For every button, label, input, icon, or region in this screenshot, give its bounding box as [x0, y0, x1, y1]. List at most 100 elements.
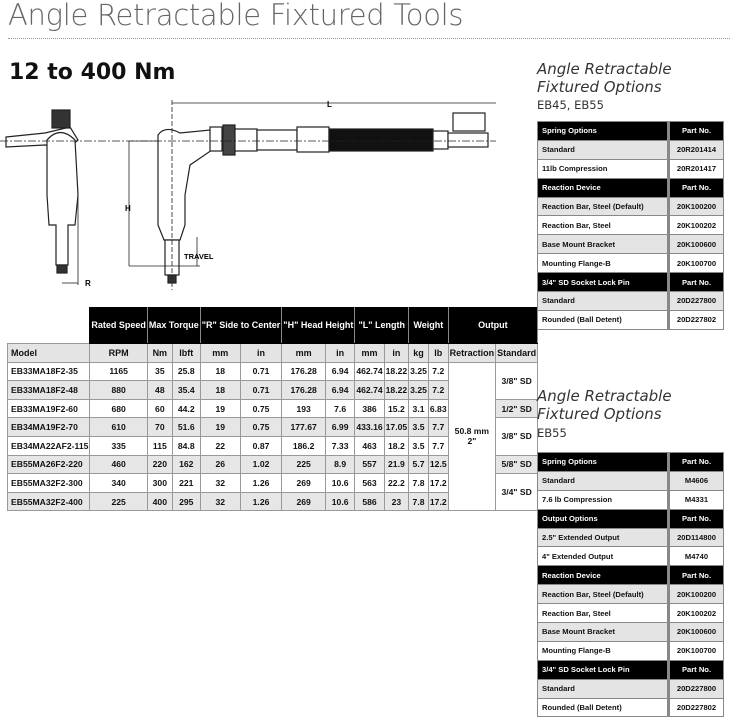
value-cell: 32 [199, 473, 241, 493]
value-cell: 51.6 [171, 417, 201, 437]
value-cell: 3.1 [408, 398, 429, 419]
value-cell: 22.2 [383, 473, 410, 493]
value-cell: 6.94 [324, 380, 356, 400]
options-section-header: Output Options Part No. [537, 508, 724, 529]
option-row: Reaction Bar, Steel 20K100202 [537, 603, 724, 624]
value-cell: 8.9 [324, 454, 356, 475]
torque-range-heading: 12 to 400 Nm [9, 60, 176, 85]
value-cell: 269 [281, 491, 326, 512]
value-cell: 177.67 [281, 417, 326, 437]
table-row: EB55MA32F2-400 225 400 295 32 1.26 269 10.6 586 2… [6, 491, 538, 512]
value-cell: 7.8 [408, 473, 429, 493]
part-number-header: Part No. [667, 272, 724, 293]
part-number: 20K100200 [667, 584, 724, 605]
value-cell: 176.28 [281, 380, 326, 400]
value-cell: 0.75 [239, 417, 283, 437]
part-number: 20D227802 [667, 697, 724, 718]
value-cell: 0.87 [239, 435, 283, 456]
model-cell: EB34MA22AF2-115 [6, 435, 91, 456]
value-cell: 48 [146, 380, 173, 400]
value-cell: 6.99 [324, 417, 356, 437]
option-name: Reaction Bar, Steel (Default) [537, 584, 669, 605]
table-row: EB33MA18F2-48 880 48 35.4 18 0.71 176.28 6.94 46… [6, 380, 538, 400]
value-cell: 557 [354, 454, 385, 475]
value-cell: 340 [89, 473, 148, 493]
output-standard-cell: 3/8" SD [495, 417, 539, 456]
column-header: lbft [171, 343, 201, 363]
value-cell: 680 [89, 398, 148, 419]
value-cell: 400 [146, 491, 173, 512]
value-cell: 220 [146, 454, 173, 475]
value-cell: 6.94 [324, 361, 356, 382]
part-number-header: Part No. [667, 565, 724, 586]
column-header: in [383, 343, 410, 363]
column-header: in [239, 343, 283, 363]
specifications-table: Rated Speed Max Torque "R" Side to Center "… [6, 307, 539, 512]
options-section-header: Spring Options Part No. [537, 452, 724, 472]
group-header: Rated Speed [89, 307, 148, 344]
option-row: 4" Extended Output M4740 [537, 546, 724, 567]
part-number-header: Part No. [667, 452, 724, 472]
option-name: Base Mount Bracket [537, 234, 669, 255]
value-cell: 15.2 [383, 398, 410, 419]
value-cell: 26 [199, 454, 241, 475]
value-cell: 17.05 [383, 417, 410, 437]
options-title-2: Angle Retractable Fixtured Options [537, 387, 672, 423]
model-cell: EB55MA32F2-400 [6, 491, 91, 512]
column-header-row: Model RPM Nm lbft mm in mm in mm in kg lb Retraction… [6, 343, 539, 363]
group-header: "L" Length [354, 307, 410, 344]
option-name: Rounded (Ball Detent) [537, 697, 669, 718]
option-row: Base Mount Bracket 20K100600 [537, 234, 724, 255]
part-number-header: Part No. [667, 121, 724, 141]
value-cell: 17.2 [427, 473, 449, 493]
option-row: Base Mount Bracket 20K100600 [537, 622, 724, 642]
section-title: 3/4" SD Socket Lock Pin [537, 272, 669, 293]
value-cell: 7.6 [324, 398, 356, 419]
value-cell: 1.26 [239, 491, 283, 512]
value-cell: 193 [281, 398, 326, 419]
group-header: "H" Head Height [281, 307, 356, 344]
value-cell: 22 [199, 435, 241, 456]
table-row: EB55MA32F2-300 340 300 221 32 1.26 269 10.6 563 2… [6, 473, 539, 512]
model-cell: EB34MA19F2-70 [6, 417, 91, 437]
column-header: RPM [89, 343, 148, 363]
table-row: EB33MA18F2-35 1165 35 25.8 18 0.71 176.28 6.94 4… [6, 361, 539, 512]
value-cell: 18.2 [383, 435, 410, 456]
value-cell: 3.5 [408, 417, 429, 437]
value-cell: 44.2 [171, 398, 201, 419]
value-cell: 3.25 [408, 361, 429, 382]
part-number: 20D227800 [667, 678, 724, 699]
value-cell: 0.75 [239, 398, 283, 419]
part-number: 20D227802 [667, 309, 724, 330]
option-name: Standard [537, 139, 669, 160]
part-number: M4606 [667, 470, 724, 491]
option-row: Reaction Bar, Steel 20K100202 [537, 215, 724, 236]
part-number: M4331 [667, 489, 724, 510]
column-header: mm [199, 343, 241, 363]
value-cell: 18.22 [383, 380, 410, 400]
options-title-1: Angle Retractable Fixtured Options [537, 60, 672, 96]
value-cell: 3.25 [408, 380, 429, 400]
part-number-header: Part No. [667, 508, 724, 529]
retraction-mm: 50.8 mm [454, 426, 490, 437]
value-cell: 7.33 [324, 435, 356, 456]
retraction-cell: 50.8 mm 2" [447, 361, 497, 512]
tool-dimension-diagram: L H R TRAVEL [0, 100, 496, 290]
value-cell: 18 [199, 380, 241, 400]
page-title: Angle Retractable Fixtured Tools [8, 0, 464, 32]
value-cell: 610 [89, 417, 148, 437]
options-section-header: Spring Options Part No. [537, 121, 724, 141]
part-number: 20K100700 [667, 253, 724, 274]
option-row: Standard 20D227800 [537, 291, 724, 311]
section-title: Output Options [537, 508, 669, 529]
option-row: Reaction Bar, Steel (Default) 20K100200 [537, 196, 724, 217]
value-cell: 0.71 [239, 361, 283, 382]
value-cell: 17.2 [427, 491, 449, 512]
model-cell: EB33MA18F2-35 [6, 361, 91, 382]
title-divider [8, 38, 730, 39]
options-section-header: Reaction Device Part No. [537, 565, 724, 586]
option-row: Standard M4606 [537, 470, 724, 491]
part-number: 20K100202 [667, 603, 724, 624]
value-cell: 462.74 [354, 380, 385, 400]
option-name: Mounting Flange-B [537, 253, 669, 274]
